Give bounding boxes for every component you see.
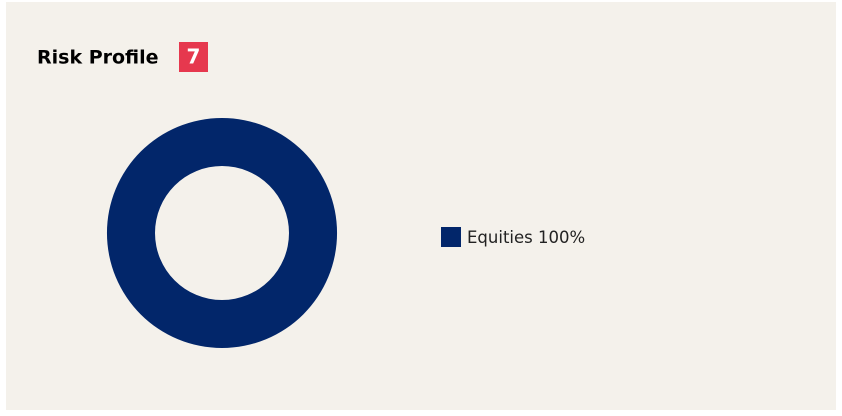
legend-label: Equities 100% [467, 228, 585, 247]
badge-box [179, 42, 208, 72]
legend-value: 100% [538, 228, 585, 247]
chart-title: Risk Profile [37, 47, 159, 69]
donut-slice [106, 117, 338, 348]
legend-name: Equities [467, 228, 533, 247]
legend-swatch [441, 227, 461, 247]
badge: 7 [187, 45, 201, 69]
